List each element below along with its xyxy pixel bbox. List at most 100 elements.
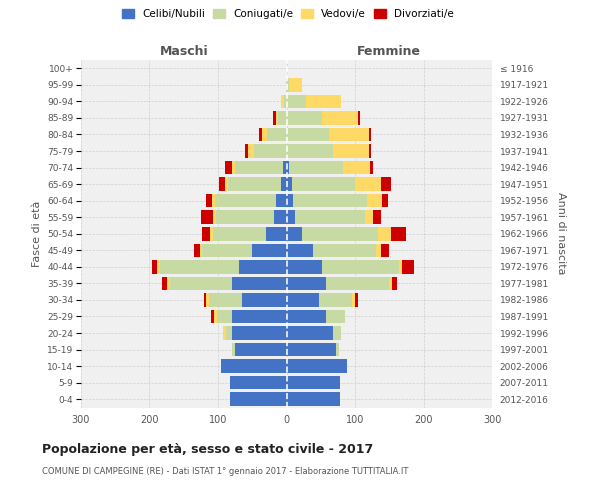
Bar: [210, 227, 212, 240]
Bar: [283, 161, 287, 174]
Bar: [170, 276, 232, 290]
Bar: [227, 178, 281, 191]
Bar: [333, 144, 369, 158]
Bar: [232, 276, 287, 290]
Bar: [326, 310, 346, 324]
Text: COMUNE DI CAMPEGINE (RE) - Dati ISTAT 1° gennaio 2017 - Elaborazione TUTTITALIA.: COMUNE DI CAMPEGINE (RE) - Dati ISTAT 1°…: [42, 468, 409, 476]
Bar: [287, 244, 313, 257]
Bar: [225, 161, 232, 174]
Bar: [202, 244, 252, 257]
Bar: [287, 210, 295, 224]
Bar: [287, 310, 326, 324]
Bar: [287, 360, 347, 373]
Bar: [194, 244, 200, 257]
Bar: [157, 260, 160, 274]
Bar: [212, 194, 215, 207]
Bar: [358, 111, 361, 124]
Bar: [355, 178, 381, 191]
Y-axis label: Fasce di età: Fasce di età: [32, 200, 41, 267]
Bar: [289, 161, 343, 174]
Bar: [232, 161, 235, 174]
Bar: [230, 376, 287, 390]
Bar: [382, 194, 388, 207]
Bar: [162, 276, 167, 290]
Bar: [274, 210, 287, 224]
Bar: [287, 178, 292, 191]
Bar: [391, 227, 406, 240]
Text: Maschi: Maschi: [160, 44, 208, 58]
Bar: [369, 128, 371, 141]
Bar: [401, 260, 414, 274]
Bar: [287, 161, 289, 174]
Bar: [213, 210, 216, 224]
Bar: [392, 276, 397, 290]
Text: Popolazione per età, sesso e stato civile - 2017: Popolazione per età, sesso e stato civil…: [42, 442, 373, 456]
Bar: [232, 326, 287, 340]
Bar: [333, 326, 341, 340]
Bar: [223, 326, 226, 340]
Bar: [287, 326, 333, 340]
Bar: [262, 128, 268, 141]
Bar: [369, 144, 371, 158]
Bar: [287, 293, 319, 306]
Bar: [242, 293, 287, 306]
Legend: Celibi/Nubili, Coniugati/e, Vedovi/e, Divorziati/e: Celibi/Nubili, Coniugati/e, Vedovi/e, Di…: [118, 5, 458, 24]
Bar: [376, 244, 381, 257]
Bar: [202, 227, 210, 240]
Bar: [292, 178, 355, 191]
Bar: [343, 161, 370, 174]
Bar: [252, 244, 287, 257]
Bar: [203, 293, 206, 306]
Bar: [254, 144, 287, 158]
Bar: [245, 144, 248, 158]
Bar: [235, 161, 283, 174]
Bar: [200, 244, 202, 257]
Bar: [305, 94, 341, 108]
Bar: [201, 210, 213, 224]
Bar: [286, 78, 287, 92]
Bar: [232, 343, 235, 356]
Bar: [370, 161, 373, 174]
Bar: [378, 227, 391, 240]
Bar: [287, 392, 340, 406]
Bar: [326, 276, 389, 290]
Bar: [276, 194, 287, 207]
Bar: [287, 194, 293, 207]
Bar: [287, 260, 322, 274]
Bar: [352, 293, 355, 306]
Bar: [367, 194, 382, 207]
Bar: [273, 111, 275, 124]
Bar: [239, 260, 287, 274]
Bar: [211, 310, 214, 324]
Bar: [319, 293, 352, 306]
Bar: [215, 194, 276, 207]
Bar: [287, 94, 305, 108]
Bar: [302, 227, 378, 240]
Bar: [220, 178, 225, 191]
Bar: [322, 111, 358, 124]
Bar: [212, 227, 266, 240]
Bar: [259, 128, 262, 141]
Bar: [152, 260, 157, 274]
Bar: [206, 293, 209, 306]
Bar: [355, 293, 358, 306]
Bar: [322, 260, 399, 274]
Bar: [313, 244, 376, 257]
Bar: [281, 178, 287, 191]
Bar: [209, 293, 242, 306]
Bar: [217, 310, 232, 324]
Bar: [399, 260, 401, 274]
Bar: [293, 194, 367, 207]
Bar: [226, 326, 232, 340]
Bar: [167, 276, 170, 290]
Bar: [160, 260, 239, 274]
Bar: [287, 144, 333, 158]
Y-axis label: Anni di nascita: Anni di nascita: [556, 192, 566, 275]
Bar: [266, 227, 287, 240]
Bar: [284, 94, 287, 108]
Bar: [381, 178, 391, 191]
Bar: [278, 111, 287, 124]
Bar: [329, 128, 369, 141]
Bar: [287, 343, 336, 356]
Bar: [214, 310, 217, 324]
